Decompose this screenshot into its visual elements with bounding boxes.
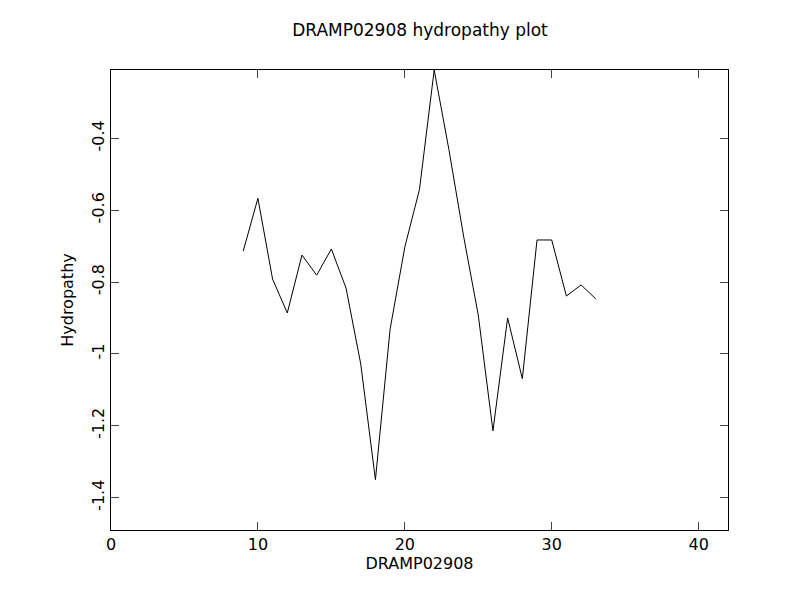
svg-text:-0.4: -0.4 — [89, 120, 108, 151]
svg-text:30: 30 — [542, 535, 562, 554]
svg-text:DRAMP02908: DRAMP02908 — [365, 554, 473, 573]
svg-text:40: 40 — [688, 535, 708, 554]
svg-text:-1: -1 — [89, 344, 108, 360]
svg-text:-1.4: -1.4 — [89, 480, 108, 511]
svg-text:0: 0 — [106, 535, 116, 554]
svg-text:20: 20 — [395, 535, 415, 554]
svg-text:10: 10 — [248, 535, 268, 554]
svg-text:-0.6: -0.6 — [89, 192, 108, 223]
svg-text:Hydropathy: Hydropathy — [58, 253, 77, 347]
svg-text:-0.8: -0.8 — [89, 264, 108, 295]
svg-text:DRAMP02908 hydropathy plot: DRAMP02908 hydropathy plot — [292, 20, 548, 40]
svg-text:-1.2: -1.2 — [89, 408, 108, 439]
